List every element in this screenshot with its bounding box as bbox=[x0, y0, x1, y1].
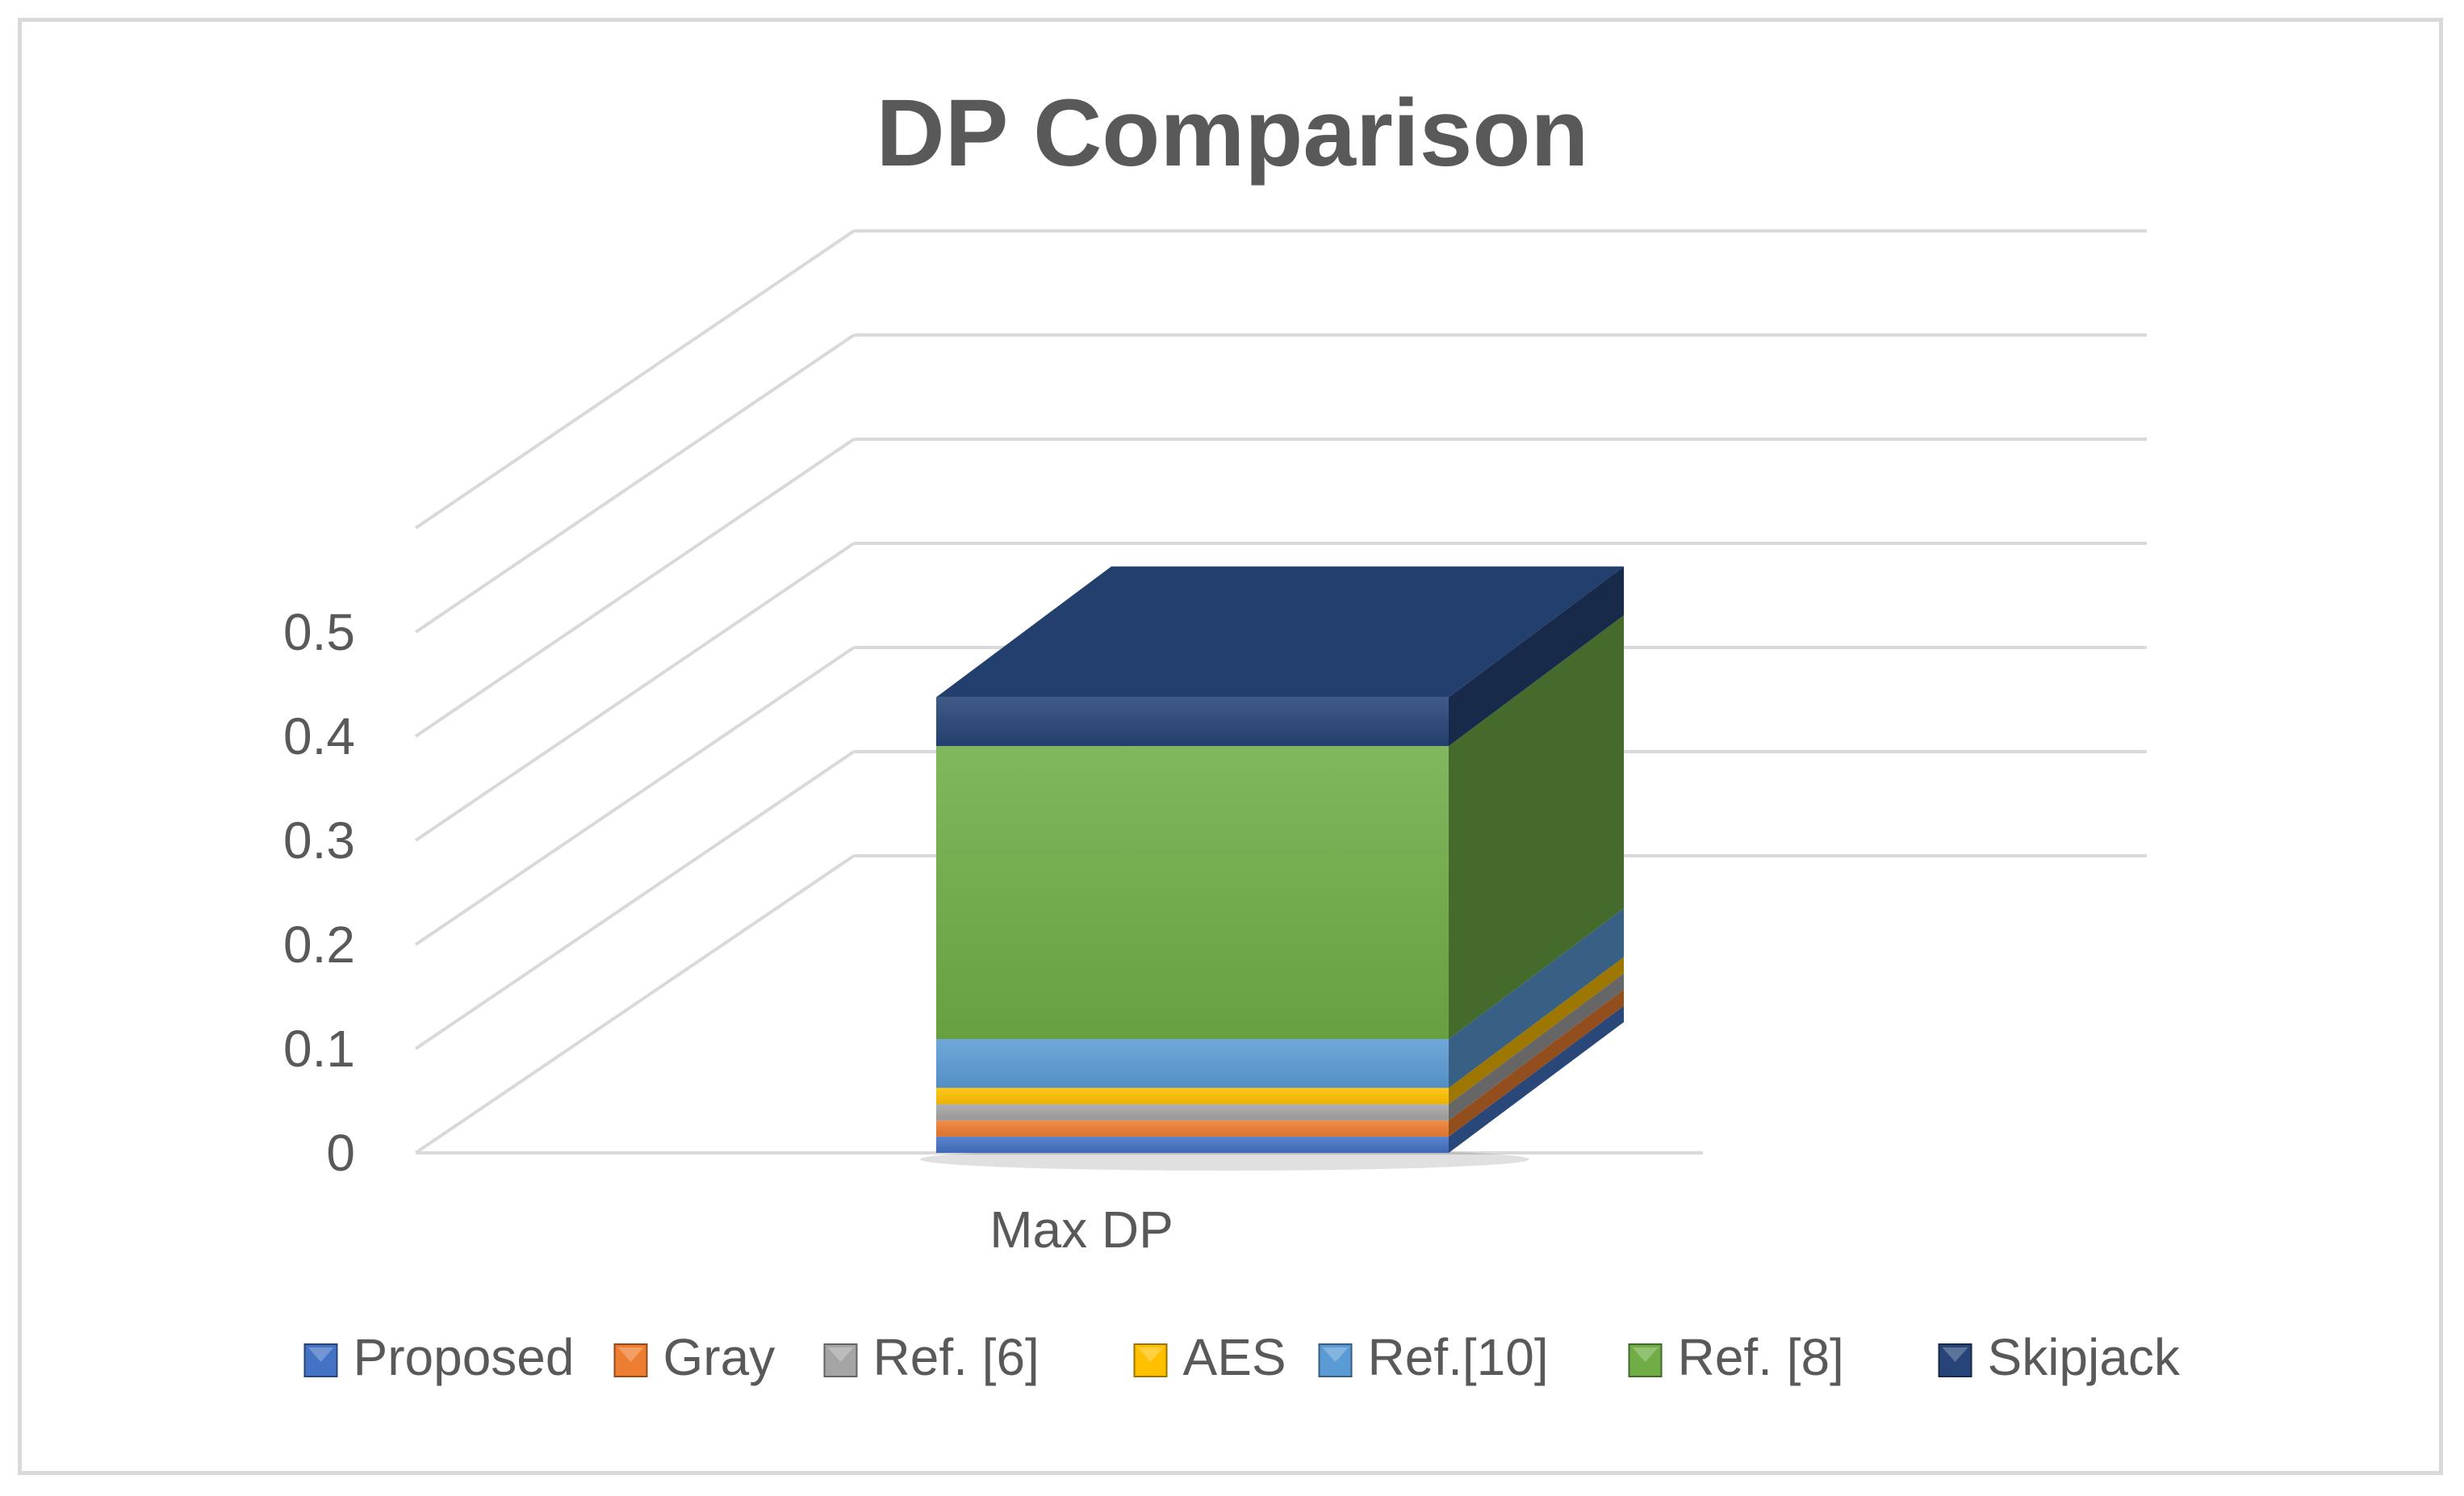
gridlines bbox=[414, 229, 2147, 1154]
bar-shadow bbox=[920, 1148, 1529, 1171]
legend-label: Ref.[10] bbox=[1368, 1328, 1549, 1386]
bar-segment bbox=[936, 1005, 1624, 1153]
bar-segment bbox=[936, 566, 1624, 747]
y-tick-label: 0.1 bbox=[283, 1020, 355, 1078]
bar-side-face bbox=[1449, 615, 1624, 1040]
gridline-side bbox=[414, 750, 855, 1050]
bar-front-face bbox=[936, 1039, 1449, 1088]
legend-swatch-shine bbox=[827, 1347, 854, 1362]
legend-label: Proposed bbox=[353, 1328, 575, 1386]
bar-front-face bbox=[936, 1104, 1449, 1121]
gridline-side bbox=[414, 646, 855, 946]
legend-label: Gray bbox=[663, 1328, 776, 1386]
gridline-side bbox=[414, 333, 855, 634]
gridline-side bbox=[414, 854, 855, 1154]
y-axis-ticks: 0 0.1 0.2 0.3 0.4 0.5 bbox=[283, 603, 355, 1182]
bar-front-face bbox=[936, 697, 1449, 747]
legend-label: Ref. [8] bbox=[1678, 1328, 1844, 1386]
bar-front-face bbox=[936, 746, 1449, 1040]
legend-item: Skipjack bbox=[1938, 1328, 2181, 1386]
legend-swatch-shine bbox=[1137, 1347, 1164, 1362]
bar-side-face bbox=[1449, 989, 1624, 1137]
legend-item: Proposed bbox=[303, 1328, 575, 1386]
y-tick-label: 0.4 bbox=[283, 707, 355, 765]
legend-swatch-shine bbox=[307, 1347, 334, 1362]
legend-item: Ref.[10] bbox=[1318, 1328, 1549, 1386]
bar-segment bbox=[936, 957, 1624, 1104]
bar-segment bbox=[936, 615, 1624, 1040]
legend-swatch-shine bbox=[1942, 1347, 1968, 1362]
gridline-side bbox=[414, 438, 855, 738]
bar-segment bbox=[936, 908, 1624, 1088]
bar-side-face bbox=[1449, 566, 1624, 747]
y-tick-label: 0 bbox=[326, 1124, 355, 1182]
bar-side-face bbox=[1449, 973, 1624, 1121]
bar-segment bbox=[936, 989, 1624, 1137]
legend-label: AES bbox=[1183, 1328, 1286, 1386]
bar-segment bbox=[936, 973, 1624, 1121]
legend-swatch-shine bbox=[1322, 1347, 1349, 1362]
bar-stack bbox=[920, 566, 1624, 1171]
category-label: Max DP bbox=[989, 1201, 1173, 1259]
legend-item: Gray bbox=[613, 1328, 776, 1386]
y-tick-label: 0.2 bbox=[283, 916, 355, 974]
legend-item: Ref. [8] bbox=[1628, 1328, 1844, 1386]
legend: Proposed Gray Ref. [6] AES Ref.[10] Ref. [8] S… bbox=[303, 1328, 2181, 1386]
legend-swatch-shine bbox=[1632, 1347, 1659, 1362]
legend-swatch-shine bbox=[617, 1347, 644, 1362]
gridline-side bbox=[414, 229, 855, 530]
bar-side-face bbox=[1449, 908, 1624, 1088]
bar-top-face bbox=[936, 566, 1624, 698]
bar-side-face bbox=[1449, 1005, 1624, 1153]
gridline-side bbox=[414, 542, 855, 842]
bar-front-face bbox=[936, 1087, 1449, 1104]
y-tick-label: 0.5 bbox=[283, 603, 355, 661]
legend-item: AES bbox=[1133, 1328, 1286, 1386]
y-tick-label: 0.3 bbox=[283, 811, 355, 870]
bar-front-face bbox=[936, 1136, 1449, 1153]
bar-side-face bbox=[1449, 957, 1624, 1104]
chart-title: DP Comparison bbox=[876, 80, 1589, 186]
legend-label: Skipjack bbox=[1988, 1328, 2181, 1386]
legend-label: Ref. [6] bbox=[873, 1328, 1040, 1386]
legend-item: Ref. [6] bbox=[823, 1328, 1040, 1386]
bar-front-face bbox=[936, 1120, 1449, 1137]
